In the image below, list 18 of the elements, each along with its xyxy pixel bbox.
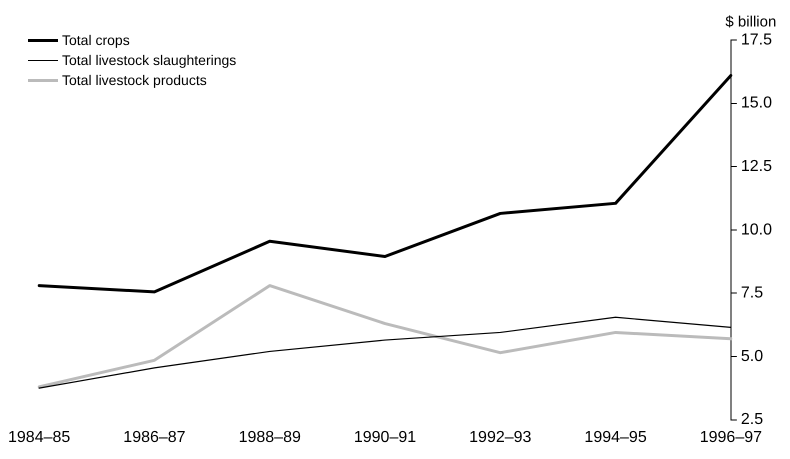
y-tick-label: 10.0: [740, 221, 772, 238]
x-tick-label: 1994–95: [584, 428, 647, 446]
legend-label: Total livestock slaughterings: [62, 52, 236, 68]
legend-label: Total crops: [62, 32, 130, 48]
y-tick-label: 7.5: [740, 284, 764, 302]
y-tick-label: 15.0: [740, 94, 772, 112]
y-axis-title: $ billion: [725, 14, 776, 31]
legend-label: Total livestock products: [62, 72, 207, 88]
y-tick-label: 2.5: [740, 411, 764, 428]
x-tick-label: 1996–97: [700, 428, 762, 446]
y-tick-label: 12.5: [740, 158, 772, 176]
x-tick-label: 1990–91: [354, 428, 416, 446]
y-tick-label: 5.0: [740, 348, 764, 365]
x-tick-label: 1988–89: [238, 428, 301, 446]
y-tick-label: 17.5: [740, 31, 772, 48]
x-tick-label: 1986–87: [123, 428, 186, 446]
x-tick-label: 1984–85: [8, 428, 70, 446]
x-tick-label: 1992–93: [469, 428, 532, 446]
